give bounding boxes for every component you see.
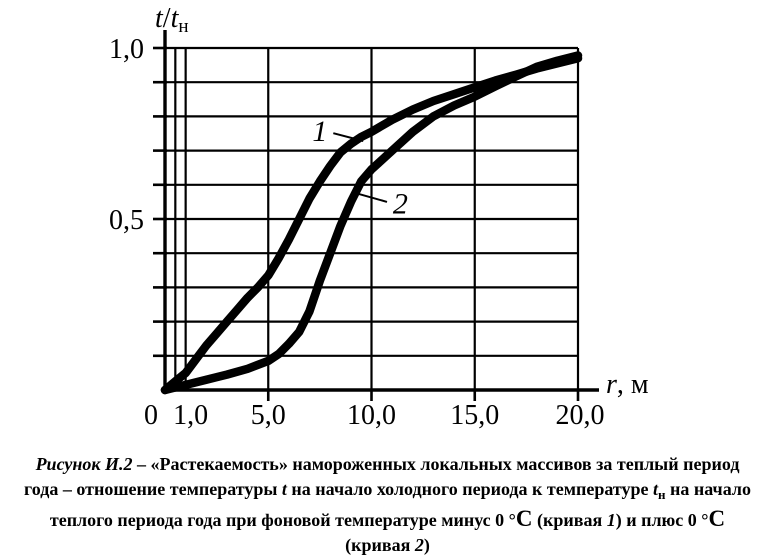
x-tick-label: 1,0 — [173, 400, 208, 431]
curve-leader-line — [333, 132, 364, 142]
caption-segment: н — [658, 486, 666, 502]
curve-1 — [160, 54, 583, 395]
caption-line: теплого периода года при фоновой темпера… — [0, 506, 775, 533]
caption-segment: 1 — [606, 510, 616, 530]
x-tick-label: 5,0 — [251, 400, 286, 431]
figure-caption: Рисунок И.2 – «Растекаемость» намороженн… — [0, 452, 775, 557]
caption-line: (кривая 2) — [0, 533, 775, 558]
caption-segment: – «Растекаемость» намороженных локальных… — [132, 454, 740, 474]
caption-segment: t — [653, 478, 659, 499]
caption-segment: 2 — [414, 534, 424, 555]
caption-segment: ) и плюс 0 ° — [615, 510, 709, 530]
curve-label: 1 — [312, 115, 327, 148]
y-axis-title: t/tн — [155, 3, 189, 37]
caption-segment: t — [281, 478, 287, 499]
x-tick-label: 20,0 — [556, 400, 605, 431]
caption-segment: Рисунок И.2 — [35, 454, 133, 474]
caption-segment: года – отношение температуры — [24, 478, 282, 499]
x-axis-title: r, м — [606, 369, 649, 400]
caption-segment: С — [708, 506, 726, 531]
y-tick-label: 1,0 — [109, 34, 144, 65]
curve-label: 2 — [393, 188, 408, 221]
x-tick-label: 10,0 — [347, 400, 396, 431]
caption-line: года – отношение температуры t на начало… — [0, 477, 775, 508]
caption-segment: на начало — [665, 478, 751, 499]
caption-segment: (кривая — [345, 534, 415, 555]
caption-line: Рисунок И.2 – «Растекаемость» намороженн… — [0, 452, 775, 477]
x-tick-label: 0 — [144, 400, 158, 431]
chart-area: 1 2 0,5 1,0 0 1,0 5,0 10,0 15,0 20,0 t/tн r, м — [109, 3, 649, 431]
caption-segment: на начало холодного периода к температур… — [286, 478, 654, 499]
caption-segment: С — [515, 506, 533, 531]
x-tick-label: 15,0 — [450, 400, 499, 431]
y-tick-label: 0,5 — [109, 205, 144, 236]
caption-segment: теплого периода года при фоновой темпера… — [49, 510, 516, 530]
caption-segment: (кривая — [532, 510, 607, 530]
caption-segment: ) — [423, 534, 430, 555]
curve-2 — [160, 51, 583, 395]
line-chart: 1 2 0,5 1,0 0 1,0 5,0 10,0 15,0 20,0 t/tн r, м — [109, 3, 649, 431]
curve-leader-line — [358, 193, 388, 203]
